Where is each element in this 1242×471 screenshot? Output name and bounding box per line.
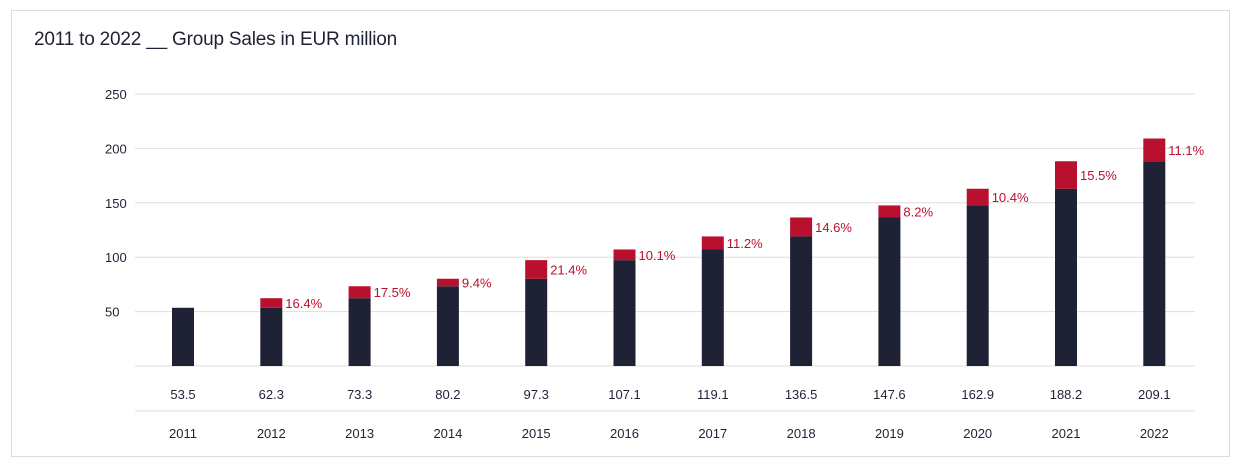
- bar-base: [172, 307, 194, 366]
- value-label: 188.2: [1050, 387, 1083, 402]
- bar-base: [1055, 188, 1077, 366]
- bar-increase: [260, 298, 283, 308]
- value-label: 147.6: [873, 387, 906, 402]
- bar-base: [436, 286, 459, 366]
- x-tick-label: 2016: [610, 426, 639, 441]
- y-tick-label: 200: [105, 141, 127, 156]
- growth-label: 11.1%: [1168, 143, 1204, 158]
- bar-base: [790, 236, 813, 366]
- bar-base: [966, 205, 989, 366]
- bar-increase: [790, 217, 813, 237]
- value-label: 62.3: [259, 387, 284, 402]
- x-tick-label: 2015: [522, 426, 551, 441]
- y-tick-label: 250: [105, 87, 127, 102]
- growth-label: 21.4%: [550, 262, 587, 277]
- bar-base: [348, 298, 371, 366]
- bar-base: [260, 307, 283, 366]
- growth-label: 8.2%: [903, 204, 933, 219]
- bar-base: [1143, 161, 1166, 366]
- bar-increase: [525, 260, 548, 279]
- value-label: 209.1: [1138, 387, 1171, 402]
- value-label: 73.3: [347, 387, 372, 402]
- y-tick-label: 150: [105, 196, 127, 211]
- bar-base: [613, 260, 636, 366]
- value-label: 162.9: [961, 387, 994, 402]
- value-label: 136.5: [785, 387, 818, 402]
- chart-card: 2011 to 2022 __ Group Sales in EUR milli…: [11, 10, 1230, 457]
- bar-base: [878, 217, 901, 366]
- bar-base: [701, 249, 724, 366]
- value-label: 97.3: [524, 387, 549, 402]
- growth-label: 10.1%: [639, 248, 676, 263]
- x-tick-label: 2012: [257, 426, 286, 441]
- x-tick-label: 2021: [1052, 426, 1081, 441]
- x-tick-label: 2013: [345, 426, 374, 441]
- x-tick-label: 2014: [433, 426, 462, 441]
- growth-label: 17.5%: [374, 285, 411, 300]
- value-label: 53.5: [170, 387, 195, 402]
- bar-increase: [348, 286, 371, 299]
- growth-label: 14.6%: [815, 220, 852, 235]
- growth-label: 10.4%: [992, 190, 1029, 205]
- bar-increase: [878, 205, 901, 218]
- value-label: 80.2: [435, 387, 460, 402]
- chart-title: 2011 to 2022 __ Group Sales in EUR milli…: [34, 29, 398, 50]
- bar-increase: [613, 249, 636, 261]
- x-tick-label: 2022: [1140, 426, 1169, 441]
- value-label: 107.1: [608, 387, 641, 402]
- bar-increase: [966, 188, 989, 206]
- y-tick-label: 50: [105, 305, 119, 320]
- growth-label: 9.4%: [462, 275, 492, 290]
- value-label: 119.1: [697, 387, 729, 402]
- x-tick-label: 2017: [698, 426, 727, 441]
- bar-increase: [1055, 161, 1077, 189]
- x-tick-label: 2018: [787, 426, 816, 441]
- growth-label: 11.2%: [727, 236, 763, 251]
- growth-label: 16.4%: [285, 296, 322, 311]
- growth-label: 15.5%: [1080, 168, 1117, 183]
- bar-increase: [701, 236, 724, 250]
- x-tick-label: 2019: [875, 426, 904, 441]
- bar-base: [525, 278, 548, 366]
- x-tick-label: 2020: [963, 426, 992, 441]
- bar-increase: [436, 278, 459, 287]
- y-tick-label: 100: [105, 250, 127, 265]
- x-tick-label: 2011: [169, 426, 197, 441]
- bar-increase: [1143, 138, 1166, 162]
